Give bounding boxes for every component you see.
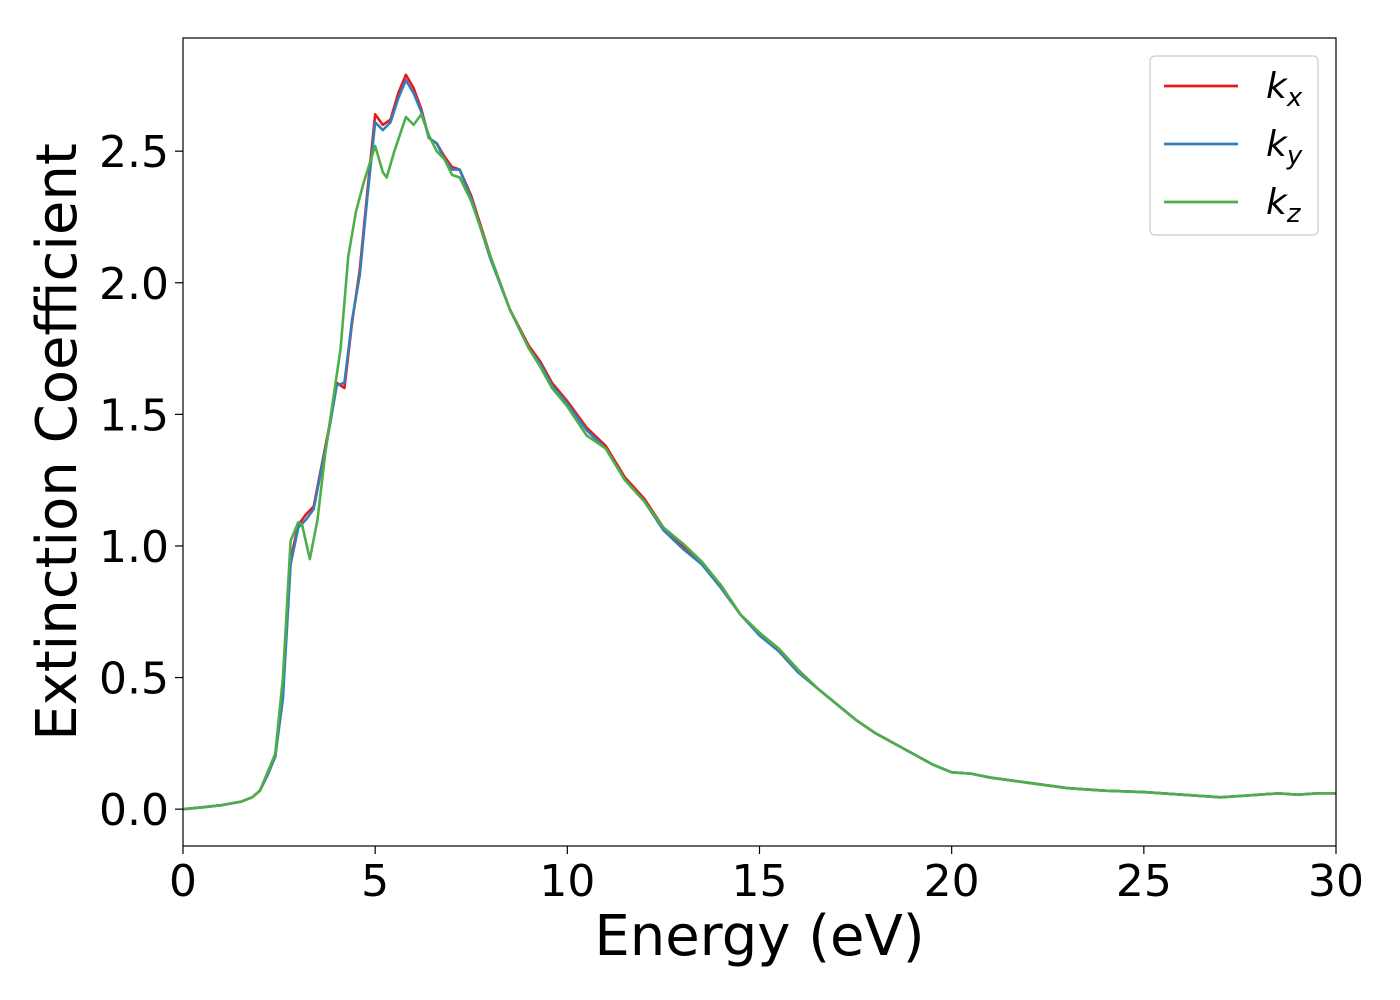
- legend-subscript: z: [1286, 199, 1302, 229]
- x-tick-label: 5: [361, 856, 389, 907]
- y-tick-label: 0.5: [99, 654, 169, 705]
- x-tick-label: 10: [539, 856, 595, 907]
- x-tick-label: 30: [1308, 856, 1364, 907]
- x-tick-label: 0: [169, 856, 197, 907]
- legend-subscript: x: [1286, 83, 1303, 113]
- x-tick-label: 25: [1116, 856, 1172, 907]
- series-line-z: [182, 113, 1336, 811]
- y-tick-label: 2.5: [99, 127, 169, 178]
- y-axis: 0.0 0.5 1.0 1.5 2.0 2.5: [99, 127, 183, 836]
- x-tick-label: 15: [732, 856, 788, 907]
- legend-subscript: y: [1286, 141, 1303, 171]
- x-tick-label: 20: [924, 856, 980, 907]
- y-tick-label: 2.0: [99, 259, 169, 310]
- y-tick-label: 1.5: [99, 390, 169, 441]
- y-tick-label: 1.0: [99, 522, 169, 573]
- legend-box: [1149, 55, 1319, 236]
- y-axis-title: Extinction Coefficient: [25, 143, 90, 741]
- y-tick-label: 0.0: [99, 785, 169, 836]
- x-axis: 0 5 10 15 20 25 30: [169, 846, 1364, 907]
- series-layer: [182, 73, 1336, 811]
- x-axis-title: Energy (eV): [594, 904, 924, 969]
